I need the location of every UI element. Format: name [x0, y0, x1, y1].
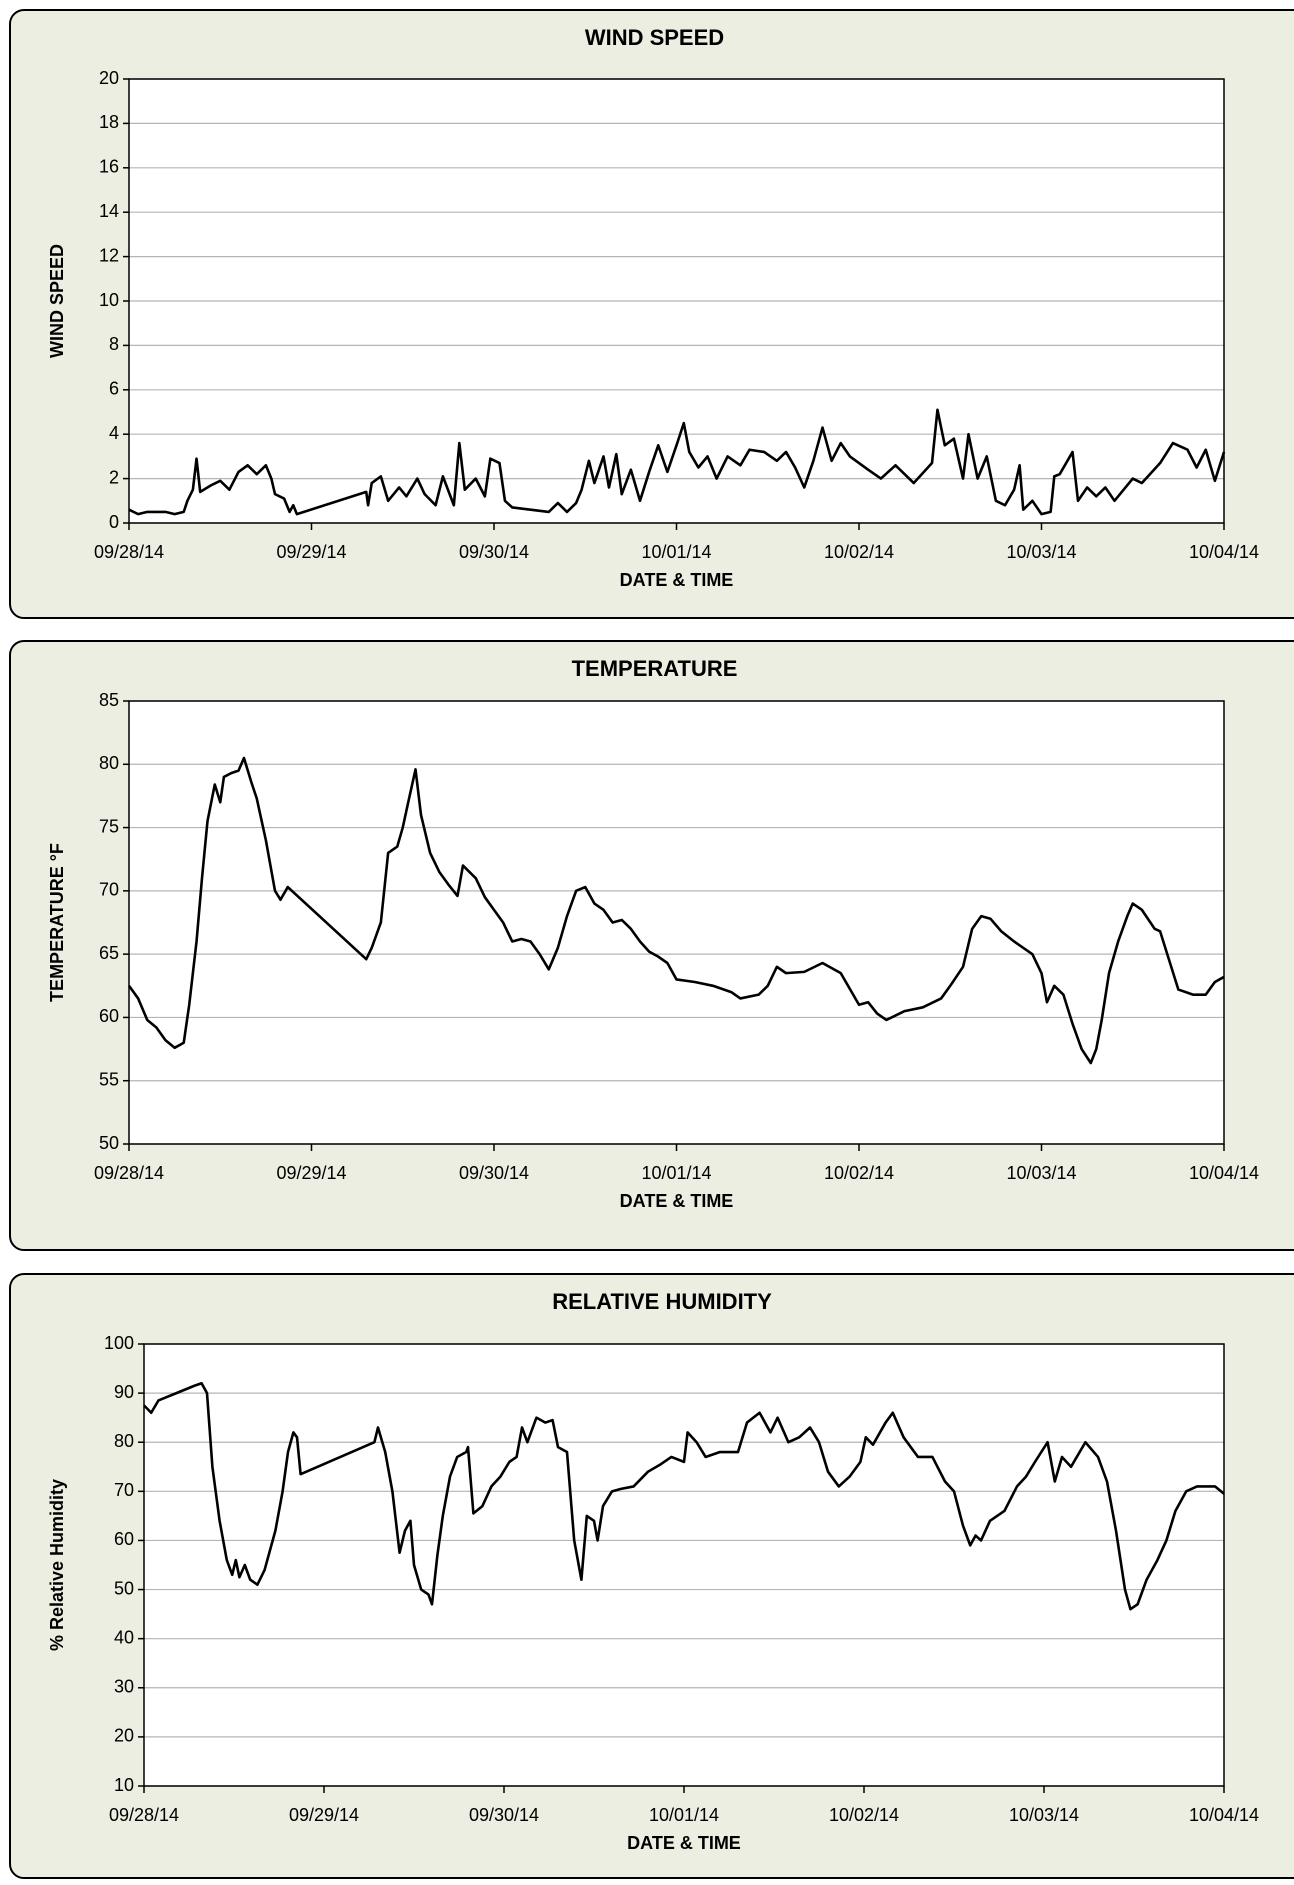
chart-title: WIND SPEED: [585, 25, 724, 50]
x-tick-label: 09/28/14: [109, 1805, 179, 1825]
x-tick-label: 09/28/14: [94, 1163, 164, 1183]
x-tick-label: 10/03/14: [1006, 542, 1076, 562]
y-tick-label: 50: [99, 1133, 119, 1153]
y-tick-label: 85: [99, 690, 119, 710]
y-tick-label: 70: [99, 880, 119, 900]
y-tick-label: 10: [99, 290, 119, 310]
x-tick-label: 09/29/14: [289, 1805, 359, 1825]
y-tick-label: 16: [99, 157, 119, 177]
y-tick-label: 65: [99, 943, 119, 963]
x-tick-label: 09/29/14: [276, 542, 346, 562]
plot-border: [128, 78, 1225, 524]
x-axis-label: DATE & TIME: [620, 570, 734, 590]
plot-border: [128, 700, 1225, 1145]
x-tick-label: 10/04/14: [1189, 1163, 1259, 1183]
y-tick-label: 90: [114, 1382, 134, 1402]
chart-title: TEMPERATURE: [572, 656, 738, 681]
chart-title: RELATIVE HUMIDITY: [552, 1289, 772, 1314]
x-tick-label: 10/03/14: [1006, 1163, 1076, 1183]
y-tick-label: 10: [114, 1775, 134, 1795]
x-tick-label: 09/30/14: [459, 1163, 529, 1183]
y-tick-label: 70: [114, 1480, 134, 1500]
data-line: [128, 408, 1226, 516]
y-tick-label: 0: [109, 512, 119, 532]
y-tick-label: 12: [99, 245, 119, 265]
x-tick-label: 10/01/14: [649, 1805, 719, 1825]
y-tick-label: 40: [114, 1627, 134, 1647]
y-tick-label: 60: [114, 1529, 134, 1549]
x-tick-label: 10/02/14: [824, 542, 894, 562]
y-tick-label: 6: [109, 379, 119, 399]
y-tick-label: 20: [99, 68, 119, 88]
y-tick-label: 80: [99, 753, 119, 773]
plot-area: [129, 701, 1224, 1144]
x-tick-label: 10/01/14: [641, 1163, 711, 1183]
y-tick-label: 60: [99, 1006, 119, 1026]
y-tick-label: 75: [99, 816, 119, 836]
x-tick-label: 10/02/14: [824, 1163, 894, 1183]
data-line: [143, 1381, 1225, 1611]
x-tick-label: 10/01/14: [641, 542, 711, 562]
x-tick-label: 09/30/14: [459, 542, 529, 562]
y-tick-label: 4: [109, 423, 119, 443]
x-tick-label: 09/29/14: [276, 1163, 346, 1183]
x-tick-label: 10/04/14: [1189, 1805, 1259, 1825]
y-tick-label: 20: [114, 1726, 134, 1746]
x-tick-label: 09/28/14: [94, 542, 164, 562]
plot-border: [143, 1343, 1225, 1787]
x-tick-label: 10/04/14: [1189, 542, 1259, 562]
y-tick-label: 8: [109, 334, 119, 354]
data-line: [127, 756, 1225, 1065]
y-tick-label: 50: [114, 1578, 134, 1598]
y-tick-label: 80: [114, 1431, 134, 1451]
x-tick-label: 10/03/14: [1009, 1805, 1079, 1825]
y-tick-label: 2: [109, 467, 119, 487]
y-axis-label: WIND SPEED: [47, 244, 67, 358]
x-axis-label: DATE & TIME: [620, 1191, 734, 1211]
y-tick-label: 55: [99, 1069, 119, 1089]
plot-area: [144, 1344, 1224, 1786]
y-tick-label: 18: [99, 112, 119, 132]
x-tick-label: 10/02/14: [829, 1805, 899, 1825]
y-tick-label: 30: [114, 1677, 134, 1697]
y-tick-label: 14: [99, 201, 119, 221]
y-axis-label: % Relative Humidity: [47, 1479, 67, 1651]
y-tick-label: 100: [104, 1333, 134, 1353]
x-tick-label: 09/30/14: [469, 1805, 539, 1825]
y-axis-label: TEMPERATURE °F: [47, 843, 67, 1002]
x-axis-label: DATE & TIME: [627, 1833, 741, 1853]
